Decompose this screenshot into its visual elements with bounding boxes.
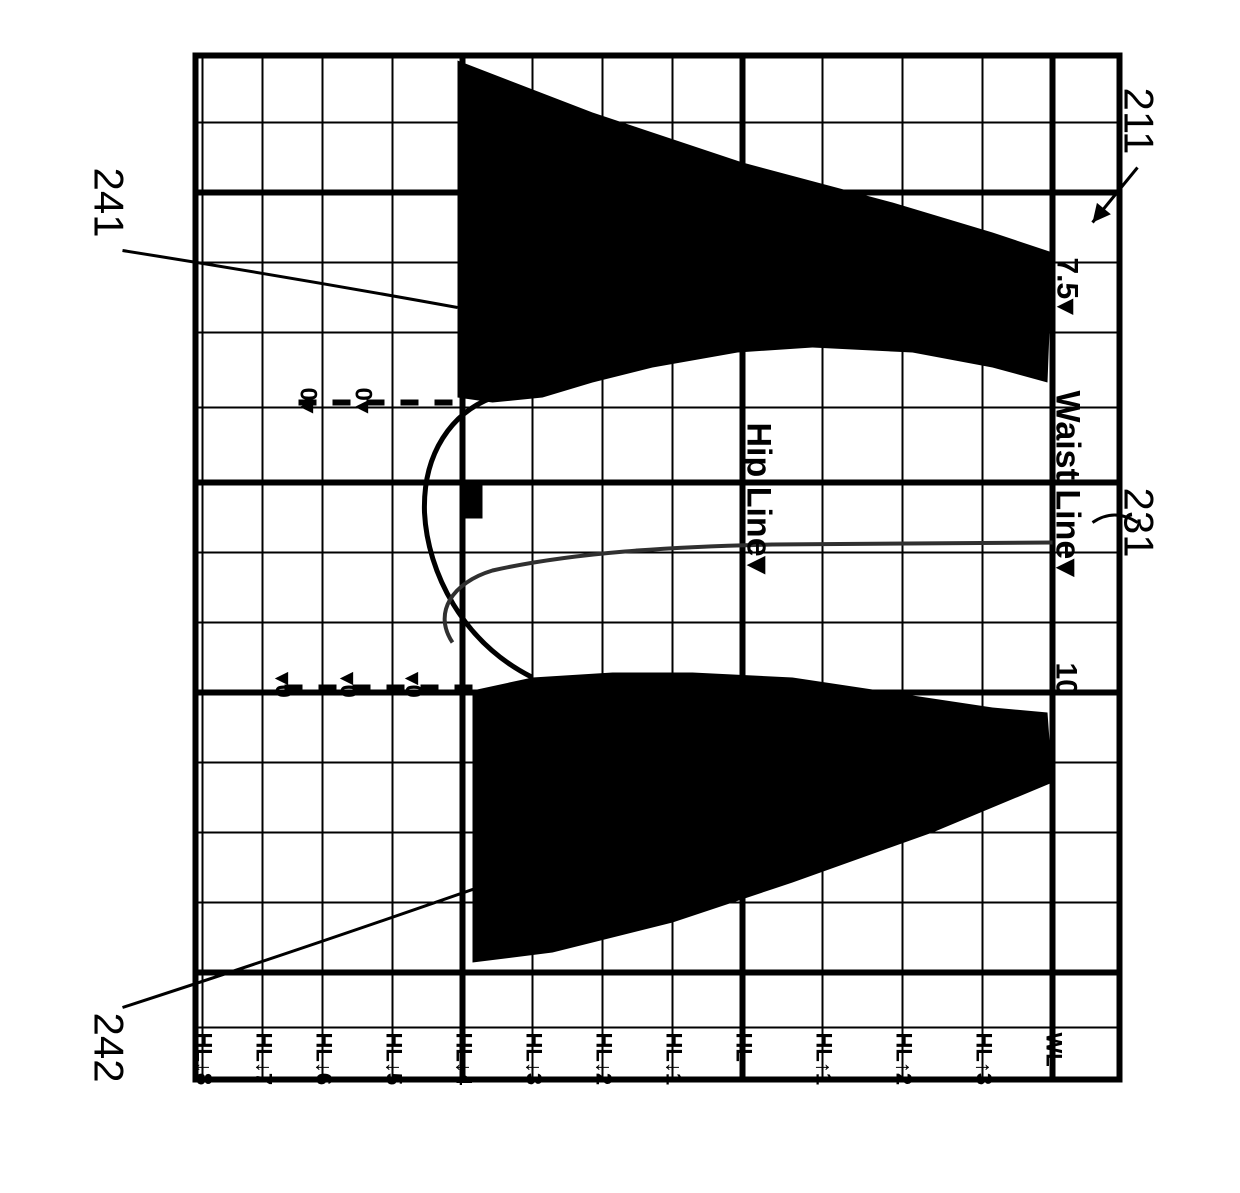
xtick-7-5: 7.5▾ <box>1050 258 1085 315</box>
pattern-left-piece <box>458 61 1053 403</box>
size-label-right: ▾0 <box>399 673 428 698</box>
size-label-left: 0▾ <box>349 388 378 413</box>
waist-line-label: Waist Line▾ <box>1048 391 1088 577</box>
xtick-10: 10 <box>1049 663 1083 696</box>
callout-c241: 241 <box>85 168 133 238</box>
size-label-left: 0▾ <box>294 388 323 413</box>
pattern-overlay <box>48 0 1193 1193</box>
callout-leader <box>123 251 458 308</box>
callout-arrowhead <box>1093 203 1111 223</box>
grain-mark <box>461 483 483 519</box>
callout-c211: 211 <box>1115 88 1163 155</box>
callout-leader <box>123 883 493 1008</box>
size-label-right: ▾0 <box>334 673 363 698</box>
size-label-right: ▾0 <box>269 673 298 698</box>
crotch-curve <box>424 398 532 678</box>
figure-stage: WLHL↑3HL↑2HL↑1HLHL↓1HL↓2HL↓3HL↓4HL↓5HL↓6… <box>48 0 1193 1193</box>
pattern-right-piece <box>473 673 1053 963</box>
callout-c231: 231 <box>1115 488 1163 558</box>
hip-line-label: Hip Line▾ <box>739 423 779 574</box>
callout-c242: 242 <box>85 1013 133 1083</box>
